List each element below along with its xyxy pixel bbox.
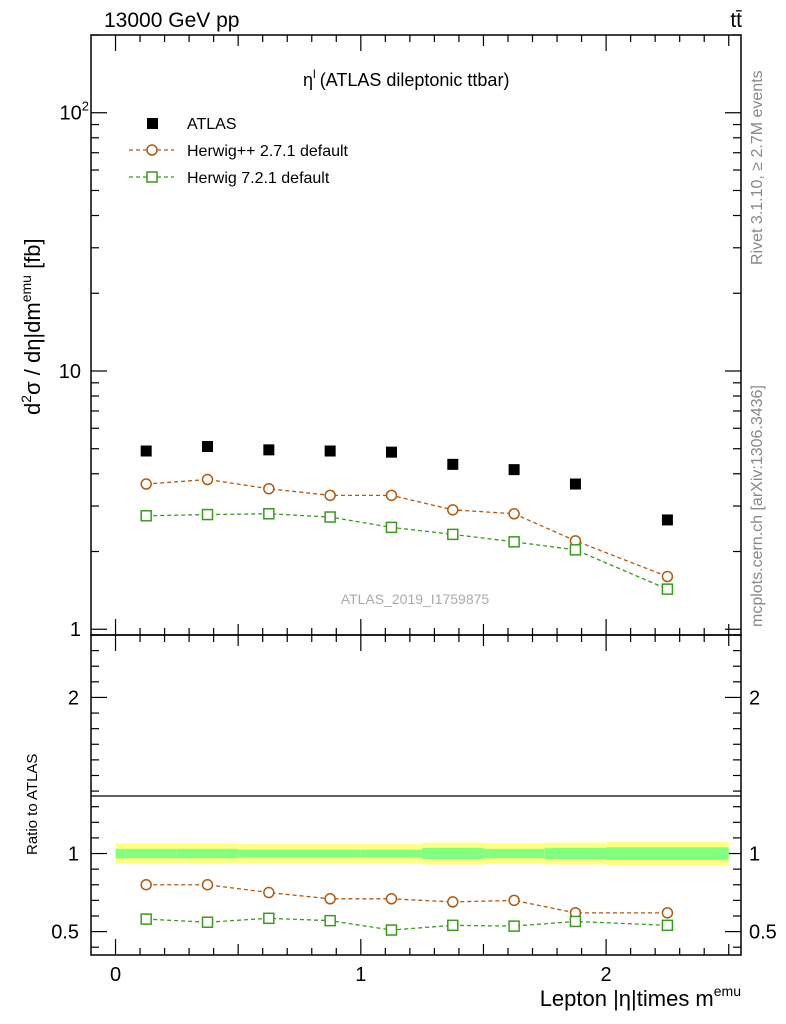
- band-inner-segment: [544, 848, 607, 859]
- atlas-data-point: [324, 445, 336, 457]
- herwigpp-point: [140, 478, 152, 490]
- axis-ticks: [91, 34, 741, 955]
- ratio-herwigpp-point: [263, 886, 275, 899]
- x-tick-label: 1: [355, 964, 366, 986]
- band-inner-segment: [422, 848, 484, 859]
- ratio-herwig7-point: [201, 916, 214, 928]
- ratio-plot-frame: [90, 634, 742, 956]
- herwig7-point: [447, 528, 459, 541]
- ratio-herwig7-point: [324, 914, 336, 927]
- herwigpp-point: [201, 473, 214, 486]
- herwigpp-point: [661, 570, 674, 583]
- ratio-herwigpp-point: [324, 893, 336, 905]
- ratio-herwigpp-point: [508, 894, 520, 907]
- atlas-data-point: [447, 458, 459, 470]
- ratio-herwig7-point: [569, 915, 582, 928]
- series-line: [146, 478, 668, 578]
- herwigpp-point: [263, 482, 275, 495]
- legend-herwig7-marker: [146, 171, 158, 183]
- main-y-axis-title: d2σ / dη|dmemu [fb]: [18, 238, 45, 415]
- band-inner-segment: [176, 848, 239, 859]
- ratio-herwigpp-point: [385, 893, 398, 905]
- tick-labels: 1 10 102 0.5 0.5 1 1 2 2 0 1 2: [51, 99, 777, 986]
- herwig7-point: [508, 536, 520, 548]
- atlas-data-point: [661, 514, 673, 526]
- atlas-data-point: [140, 445, 152, 457]
- ratio-uncertainty-band: [115, 841, 729, 866]
- ratio-series-line: [146, 917, 668, 931]
- atlas-data-point: [385, 446, 397, 458]
- atlas-data-point: [569, 478, 581, 490]
- herwig7-point: [569, 544, 582, 556]
- legend-atlas-marker: [147, 118, 158, 129]
- herwig7-point: [324, 511, 336, 523]
- ratio-herwigpp-point: [661, 907, 674, 919]
- atlas-data-point: [202, 441, 214, 453]
- ratio-y-tick-label: 1: [68, 844, 79, 866]
- band-inner-segment: [606, 847, 729, 860]
- herwig7-point: [140, 510, 152, 522]
- band-inner-segment: [115, 848, 177, 859]
- ratio-y-tick-label-right: 0.5: [749, 922, 777, 944]
- x-axis-title: Lepton |η|times memu: [540, 983, 741, 1011]
- ratio-herwig7-point: [263, 912, 275, 925]
- main-y-tick-label: 102: [60, 99, 89, 125]
- rivet-version-label: Rivet 3.1.10, ≥ 2.7M events: [749, 70, 766, 265]
- analysis-watermark: ATLAS_2019_I1759875: [341, 591, 490, 607]
- legend-atlas-label: ATLAS: [187, 116, 237, 133]
- band-inner-segment: [360, 849, 423, 858]
- herwigpp-point: [324, 489, 336, 502]
- x-tick-label: 2: [601, 964, 612, 986]
- legend: ATLAS Herwig++ 2.7.1 default Herwig 7.2.…: [129, 116, 349, 187]
- ratio-y-axis-title: Ratio to ATLAS: [24, 754, 41, 855]
- herwigpp-point: [447, 504, 459, 516]
- ratio-series-line: [146, 884, 668, 914]
- band-inner-segment: [483, 848, 545, 859]
- ratio-herwigpp-point: [447, 896, 459, 908]
- ratio-herwigpp-point: [140, 879, 152, 891]
- main-series-layer: [140, 441, 674, 595]
- legend-herwigpp-label: Herwig++ 2.7.1 default: [187, 143, 349, 160]
- main-y-tick-label: 1: [70, 619, 81, 641]
- atlas-data-point: [263, 444, 275, 456]
- atlas-data-point: [508, 464, 520, 476]
- herwigpp-point: [385, 489, 398, 502]
- band-inner-segment: [299, 849, 361, 858]
- ratio-y-tick-label: 2: [68, 687, 79, 709]
- ratio-herwig7-point: [447, 919, 459, 932]
- x-tick-label: 0: [110, 964, 121, 986]
- ratio-herwig7-point: [508, 920, 520, 932]
- herwig7-point: [385, 521, 398, 534]
- ratio-herwig7-point: [661, 919, 674, 932]
- herwigpp-point: [508, 508, 520, 520]
- legend-herwig7-label: Herwig 7.2.1 default: [187, 170, 330, 187]
- ratio-herwig7-point: [385, 924, 398, 936]
- process-label: tt̄: [730, 9, 742, 32]
- herwig7-point: [263, 508, 275, 520]
- series-line: [146, 513, 668, 590]
- ratio-y-tick-label-right: 2: [749, 687, 760, 709]
- ratio-y-tick-label-right: 1: [749, 844, 760, 866]
- herwig7-point: [661, 583, 674, 595]
- herwig7-point: [201, 508, 214, 521]
- plot-title: ηl (ATLAS dileptonic ttbar): [303, 67, 509, 90]
- ratio-herwigpp-point: [201, 879, 214, 891]
- main-y-tick-label: 10: [59, 361, 81, 383]
- mcplots-label: mcplots.cern.ch [arXiv:1306.3436]: [749, 385, 766, 627]
- energy-label: 13000 GeV pp: [104, 9, 239, 32]
- ratio-series-layer: [140, 879, 674, 936]
- ratio-y-tick-label: 0.5: [51, 922, 79, 944]
- ratio-herwig7-point: [140, 913, 152, 925]
- legend-herwigpp-marker: [146, 144, 158, 156]
- band-inner-segment: [238, 849, 300, 858]
